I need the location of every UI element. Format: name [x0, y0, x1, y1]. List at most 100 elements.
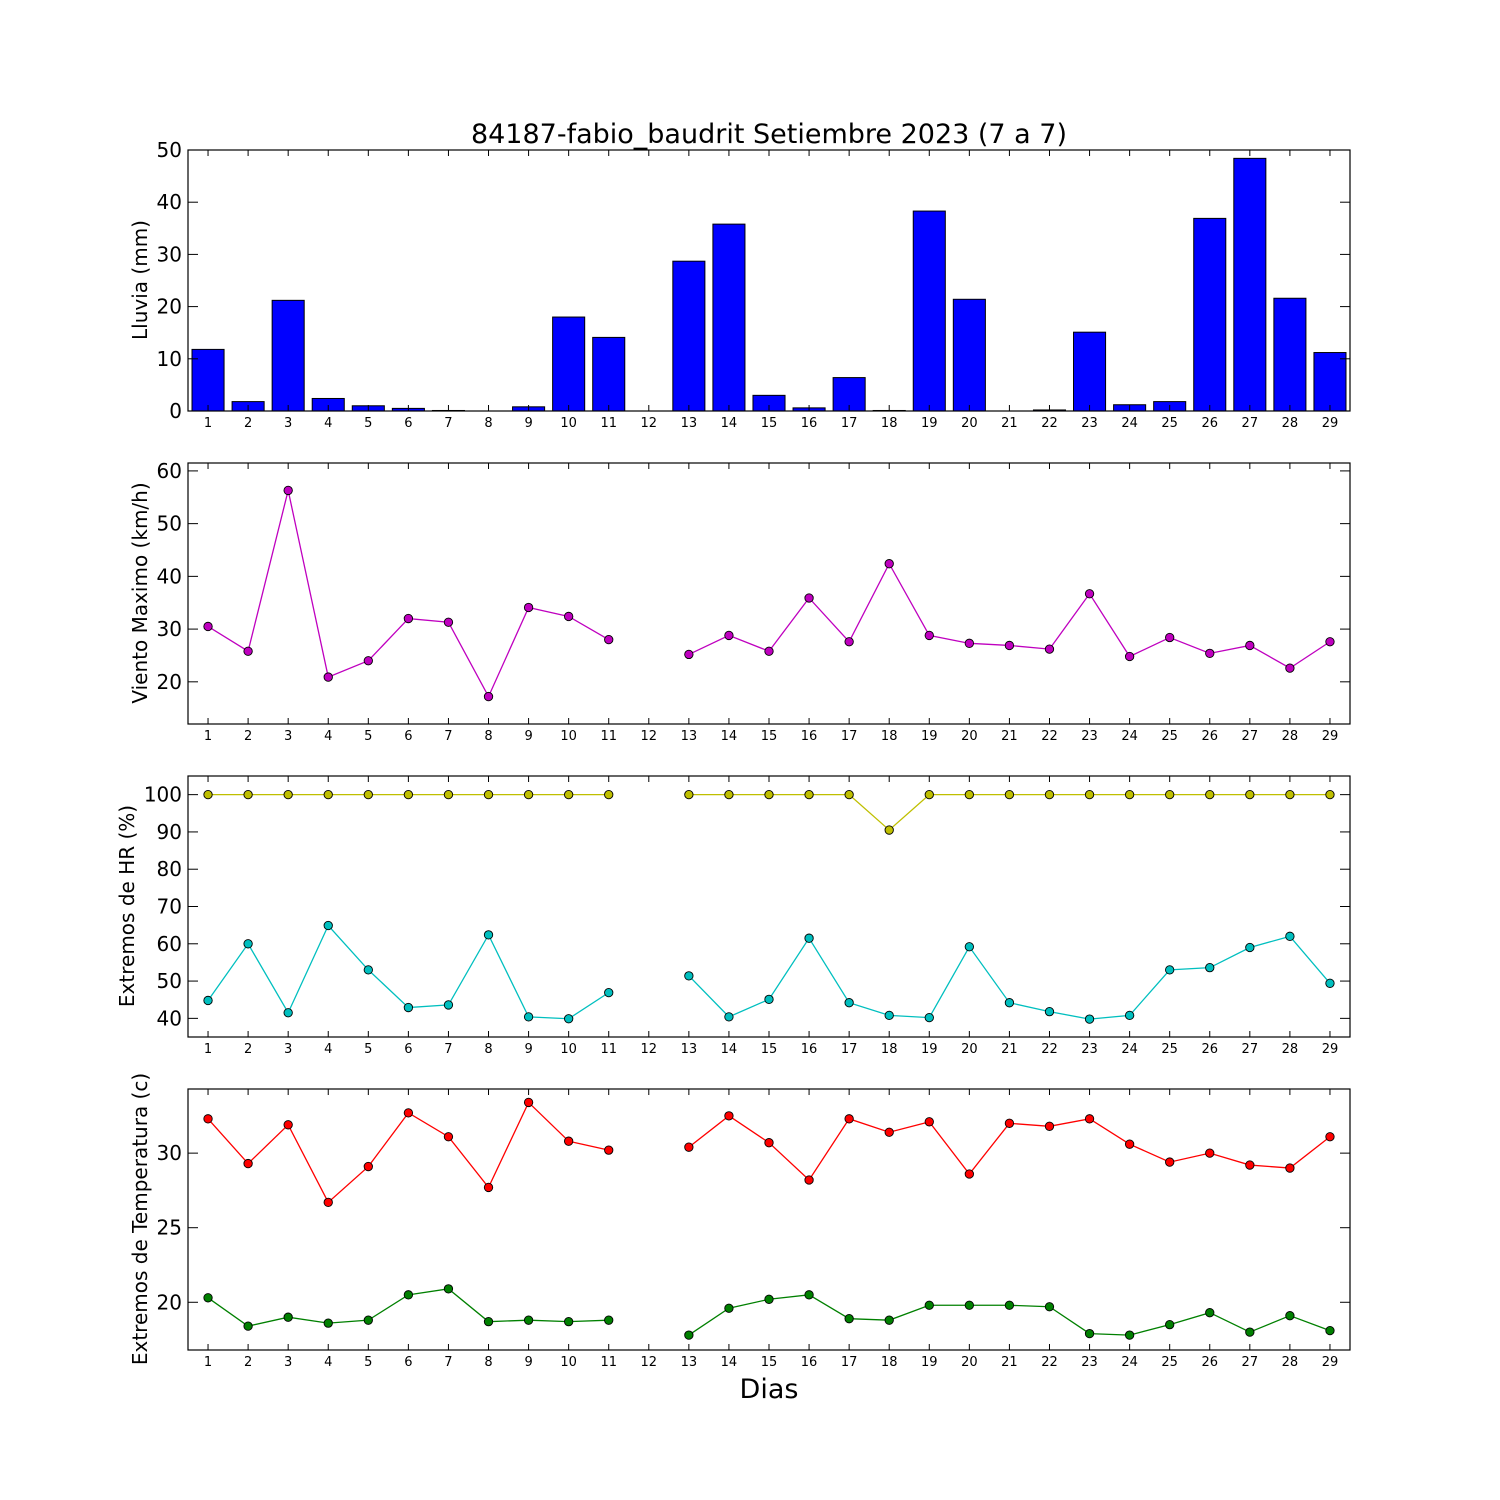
humidity-y-tick-label: 80	[157, 857, 182, 881]
temperature-series-0-point	[604, 1145, 614, 1155]
humidity-series-0-point	[1285, 789, 1295, 800]
temperature-series-0-point	[1084, 1114, 1095, 1124]
rain-y-tick-label: 10	[157, 347, 182, 371]
temperature-x-tick-label: 26	[1201, 1355, 1218, 1370]
wind-series-0-point	[483, 691, 494, 702]
wind-x-tick-label: 8	[484, 729, 492, 744]
rain-bar	[271, 299, 305, 412]
temperature-series-1-point	[1325, 1325, 1335, 1336]
temperature-series-1-point	[684, 1330, 694, 1340]
humidity-series-0-point	[1124, 789, 1135, 800]
humidity-series-1-point	[964, 942, 974, 952]
rain-panel: Lluvia (mm) 1 2 3 4 5 6 7 8 9 10 11 12 13 14 15 16 17 18 1…	[128, 138, 1351, 431]
rain-bar	[712, 223, 746, 412]
humidity-series-0-point	[323, 789, 333, 800]
humidity-series-1-point	[1165, 965, 1175, 975]
humidity-x-tick-label: 15	[761, 1042, 778, 1057]
temperature-x-tick-label: 1	[204, 1355, 212, 1370]
wind-x-tick-label: 7	[444, 729, 452, 744]
humidity-x-tick-label: 20	[961, 1042, 978, 1057]
wind-x-tick-label: 4	[324, 729, 332, 744]
temperature-x-tick-label: 8	[484, 1355, 492, 1370]
wind-series-0-point	[684, 649, 694, 660]
humidity-x-tick-label: 10	[560, 1042, 577, 1057]
temperature-series-0-point	[1124, 1139, 1135, 1149]
humidity-x-tick-label: 25	[1161, 1042, 1178, 1057]
humidity-x-tick-label: 12	[641, 1042, 658, 1057]
humidity-x-tick-label: 11	[600, 1042, 617, 1057]
wind-x-tick-label: 20	[961, 729, 978, 744]
temperature-x-tick-label: 13	[681, 1355, 698, 1370]
wind-series-0-point	[564, 611, 574, 622]
temperature-x-tick-label: 22	[1041, 1355, 1058, 1370]
temperature-series-0-point	[1285, 1163, 1295, 1173]
humidity-y-tick-label: 70	[157, 895, 182, 919]
chart-title: 84187-fabio_baudrit Setiembre 2023 (7 a …	[471, 119, 1067, 150]
humidity-series-0-point	[1004, 789, 1015, 800]
humidity-y-tick-label: 60	[157, 932, 182, 956]
temperature-x-tick-label: 14	[721, 1355, 738, 1370]
temperature-series-0-point	[203, 1114, 213, 1124]
humidity-x-tick-label: 9	[524, 1042, 532, 1057]
wind-y-tick-label: 20	[157, 670, 182, 694]
humidity-series-0-point	[363, 789, 373, 800]
humidity-x-tick-label: 27	[1242, 1042, 1259, 1057]
humidity-x-tick-label: 3	[284, 1042, 292, 1057]
wind-series-0-point	[1044, 644, 1055, 654]
humidity-series-1-point	[403, 1002, 414, 1013]
temperature-series-1-point	[1205, 1308, 1215, 1318]
temperature-series-0-point	[1165, 1157, 1175, 1167]
wind-x-tick-label: 3	[284, 729, 292, 744]
wind-x-tick-label: 22	[1041, 729, 1058, 744]
humidity-x-tick-label: 19	[921, 1042, 938, 1057]
rain-y-tick-label: 40	[157, 190, 182, 214]
wind-x-tick-label: 18	[881, 729, 898, 744]
humidity-y-tick-label: 100	[144, 783, 182, 807]
temperature-series-0-point	[804, 1175, 814, 1185]
wind-series-0-point	[844, 637, 854, 647]
rain-x-tick-label: 23	[1081, 416, 1098, 431]
wind-x-tick-label: 28	[1282, 729, 1299, 744]
temperature-series-1-point	[564, 1317, 574, 1327]
wind-series-0-line	[207, 490, 610, 699]
temperature-x-tick-label: 9	[524, 1355, 532, 1370]
wind-series-0-point	[1124, 651, 1135, 662]
wind-axes-frame	[187, 462, 1351, 725]
temperature-series-0-point	[323, 1197, 333, 1208]
rain-x-tick-label: 24	[1121, 416, 1138, 431]
temperature-x-tick-label: 21	[1001, 1355, 1018, 1370]
temperature-panel: Extremos de Temperatura (c) 1 2 3 4 5 6 7 8 9 10 1…	[128, 1073, 1351, 1370]
temperature-x-tick-label: 6	[404, 1355, 412, 1370]
wind-x-tick-label: 12	[641, 729, 658, 744]
humidity-series-1-point	[1044, 1007, 1055, 1017]
humidity-series-1-point	[243, 939, 253, 949]
humidity-series-0-point	[604, 789, 614, 800]
wind-x-tick-label: 10	[560, 729, 577, 744]
rain-x-tick-label: 6	[404, 416, 412, 431]
wind-series-0-point	[203, 621, 213, 632]
humidity-series-0-point	[1325, 789, 1335, 800]
humidity-x-tick-label: 29	[1322, 1042, 1339, 1057]
rain-x-tick-label: 18	[881, 416, 898, 431]
temperature-series-1-point	[363, 1315, 373, 1325]
temperature-series-1-point	[884, 1315, 894, 1325]
temperature-series-1-point	[323, 1318, 333, 1328]
humidity-series-1-point	[924, 1012, 934, 1023]
wind-series-0-point	[724, 630, 734, 641]
humidity-series-1-point	[483, 930, 494, 940]
rain-bar	[592, 336, 626, 412]
humidity-series-1-point	[804, 933, 814, 943]
wind-x-tick-label: 5	[364, 729, 372, 744]
wind-x-tick-label: 11	[600, 729, 617, 744]
wind-series-0-point	[323, 672, 333, 682]
rain-x-tick-label: 7	[444, 416, 452, 431]
rain-x-tick-label: 19	[921, 416, 938, 431]
humidity-series-1-point	[1325, 978, 1335, 988]
rain-x-tick-label: 11	[600, 416, 617, 431]
temperature-series-0-point	[884, 1127, 894, 1137]
wind-y-tick-label: 50	[157, 512, 182, 536]
temperature-series-1-point	[403, 1290, 414, 1300]
wind-series-0-point	[884, 559, 894, 569]
temperature-series-0-point	[1325, 1132, 1335, 1142]
